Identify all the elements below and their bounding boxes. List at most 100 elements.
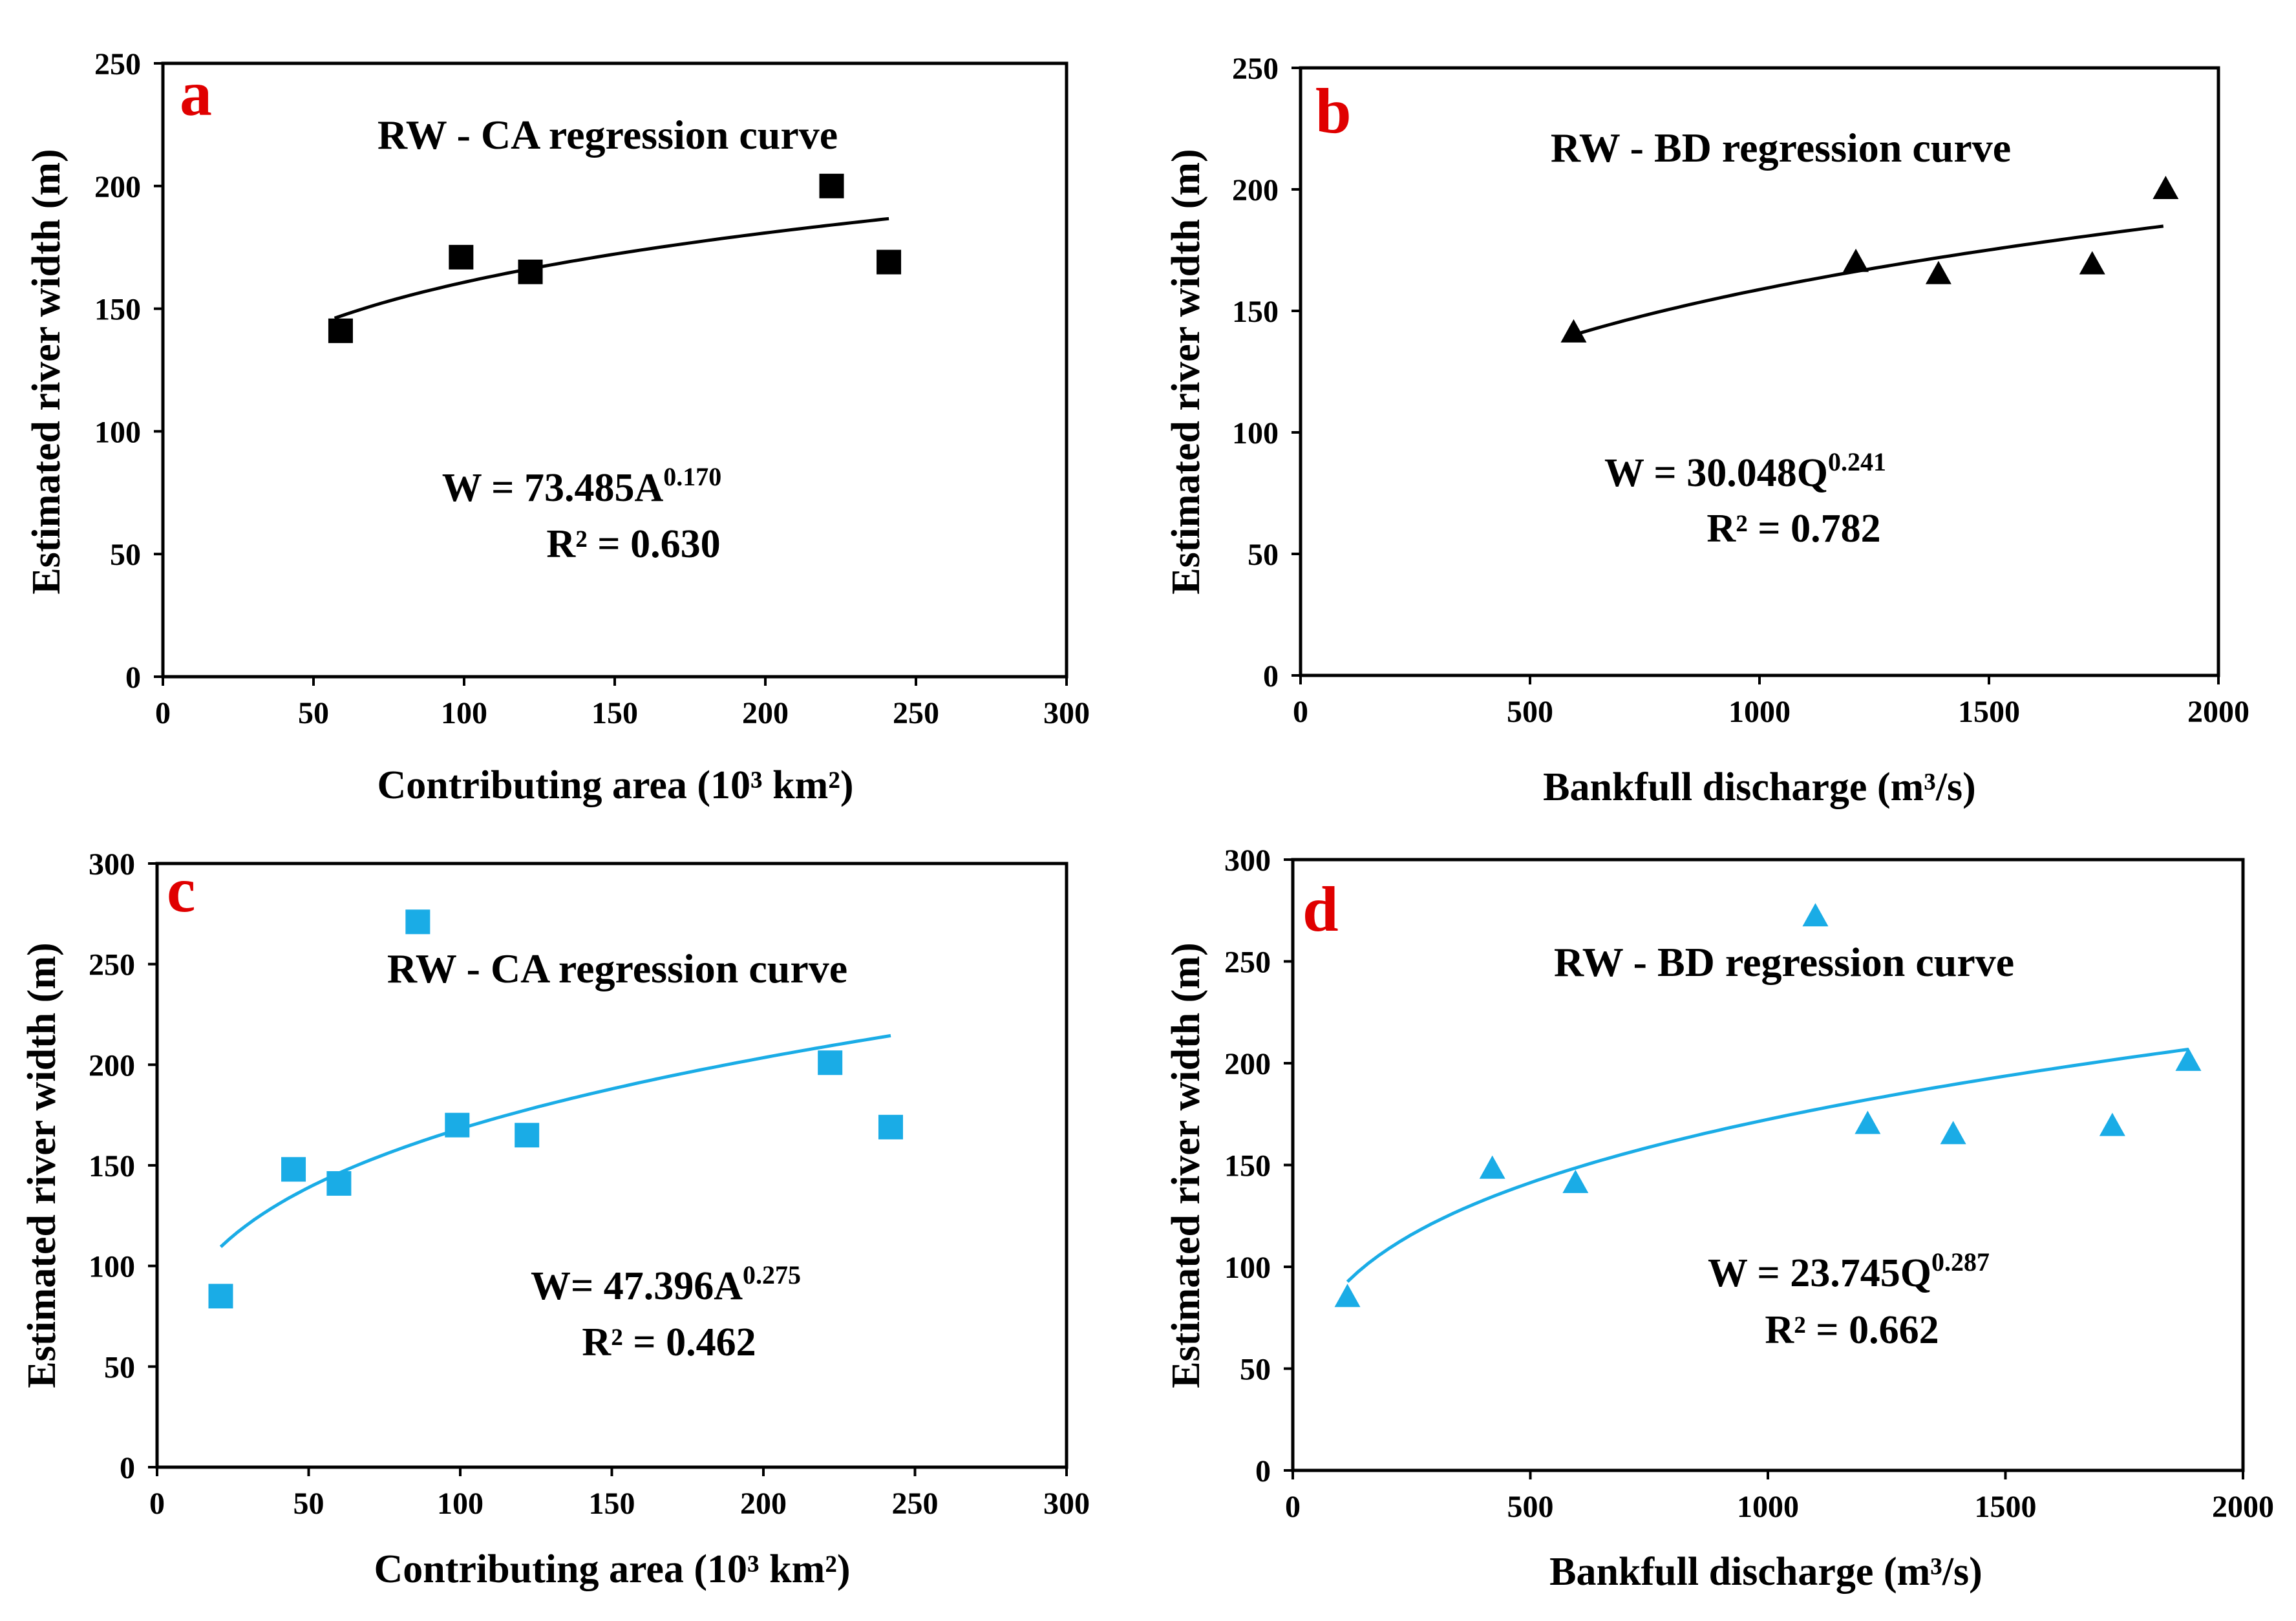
- y-tick-label: 250: [1232, 52, 1279, 86]
- y-axis-label: Estimated river width (m): [1164, 942, 1208, 1388]
- y-tick-label: 150: [1232, 295, 1279, 329]
- r-squared: R² = 0.630: [546, 522, 720, 566]
- data-point: [515, 1123, 540, 1148]
- equation-exponent: 0.275: [743, 1260, 801, 1289]
- panel-letter: c: [167, 854, 195, 926]
- y-axis-label: Estimated river width (m): [25, 149, 69, 594]
- x-tick-label: 0: [1285, 1490, 1301, 1524]
- regression-equation: W= 47.396A0.275: [531, 1260, 801, 1308]
- data-point: [1479, 1155, 1505, 1179]
- y-tick-label: 200: [1232, 173, 1279, 207]
- panel-letter: d: [1302, 873, 1339, 945]
- data-point: [2175, 1047, 2202, 1071]
- x-tick-label: 0: [149, 1487, 165, 1521]
- data-point: [2152, 176, 2179, 199]
- panel-letter: a: [180, 58, 212, 129]
- data-point: [1843, 248, 1869, 272]
- x-tick-label: 500: [1507, 1490, 1554, 1524]
- panel-b: 0 500 1000 1500 2000 0 50 100 150 200 250 Bankfull …: [1164, 52, 2249, 809]
- y-tick-label: 250: [94, 47, 141, 81]
- equation-base: W = 23.745Q: [1708, 1251, 1931, 1295]
- data-point: [1925, 260, 1951, 284]
- y-tick-label: 50: [1248, 538, 1279, 572]
- data-point: [1855, 1110, 1881, 1134]
- x-tick-label: 100: [441, 696, 487, 730]
- x-tick-label: 200: [742, 696, 789, 730]
- y-tick-label: 100: [94, 415, 141, 449]
- equation-base: W = 30.048Q: [1604, 451, 1828, 495]
- data-point: [328, 318, 353, 343]
- y-tick-label: 300: [1224, 843, 1271, 878]
- y-tick-label: 100: [1232, 416, 1279, 450]
- x-tick-label: 2000: [2187, 695, 2249, 729]
- x-tick-label: 150: [591, 696, 638, 730]
- x-tick-label: 150: [589, 1487, 635, 1521]
- x-axis-label: Bankfull discharge (m³/s): [1549, 1550, 1982, 1594]
- x-tick-label: 0: [1293, 695, 1308, 729]
- data-point: [2099, 1112, 2125, 1136]
- x-axis-label: Bankfull discharge (m³/s): [1543, 765, 1976, 809]
- data-point: [326, 1171, 352, 1196]
- y-tick-label: 0: [120, 1451, 135, 1485]
- x-tick-label: 300: [1043, 696, 1090, 730]
- y-tick-label: 100: [1224, 1251, 1271, 1285]
- chart-title: RW - BD regression curve: [1551, 125, 2011, 171]
- x-axis-label: Contributing area (10³ km²): [377, 763, 854, 807]
- data-point: [1940, 1121, 1966, 1145]
- y-tick-label: 200: [89, 1048, 135, 1083]
- y-tick-label: 0: [1263, 659, 1279, 694]
- y-axis-label: Estimated river width (m): [20, 942, 64, 1388]
- y-tick-label: 250: [1224, 946, 1271, 980]
- y-tick-label: 0: [125, 661, 141, 695]
- y-axis-label: Estimated river width (m): [1164, 149, 1208, 594]
- y-tick-label: 100: [89, 1250, 135, 1284]
- y-tick-label: 150: [94, 293, 141, 327]
- equation-exponent: 0.241: [1828, 447, 1886, 476]
- x-tick-label: 500: [1507, 695, 1553, 729]
- x-axis-label: Contributing area (10³ km²): [374, 1547, 851, 1591]
- y-tick-label: 200: [94, 170, 141, 204]
- data-point: [819, 173, 844, 198]
- x-tick-label: 1000: [1737, 1490, 1799, 1524]
- data-point: [449, 244, 474, 270]
- r-squared: R² = 0.662: [1765, 1308, 1939, 1352]
- x-tick-label: 50: [293, 1487, 324, 1521]
- data-point: [405, 909, 430, 935]
- y-tick-label: 0: [1255, 1454, 1271, 1489]
- data-point: [1802, 903, 1829, 927]
- x-tick-label: 250: [893, 696, 939, 730]
- data-point: [518, 259, 543, 284]
- chart-title: RW - CA regression curve: [377, 112, 838, 158]
- data-point: [281, 1157, 306, 1182]
- equation-base: W= 47.396A: [531, 1264, 743, 1308]
- y-tick-label: 250: [89, 948, 135, 982]
- regression-curve: [219, 1033, 891, 1248]
- x-tick-label: 50: [298, 696, 329, 730]
- panel-letter: b: [1315, 75, 1352, 147]
- x-tick-label: 1500: [1958, 695, 2020, 729]
- panel-a: 0 50 100 150 200 250 300 0 50 100 150 200 250 Contrib…: [25, 47, 1090, 807]
- regression-equation: W = 30.048Q0.241: [1604, 447, 1886, 495]
- x-tick-label: 2000: [2212, 1490, 2274, 1524]
- data-point: [877, 249, 902, 275]
- regression-equation: W = 73.485A0.170: [442, 462, 721, 510]
- y-tick-label: 200: [1224, 1047, 1271, 1081]
- r-squared: R² = 0.462: [582, 1320, 756, 1364]
- y-tick-label: 50: [110, 538, 141, 572]
- x-tick-label: 200: [740, 1487, 787, 1521]
- y-tick-label: 150: [89, 1149, 135, 1183]
- y-tick-label: 300: [89, 847, 135, 882]
- panel-c: 0 50 100 150 200 250 300 0 50 100 150 200 250 300 Cont…: [20, 847, 1090, 1591]
- data-point: [208, 1284, 233, 1309]
- chart-title: RW - BD regression curve: [1554, 939, 2014, 985]
- data-point: [1560, 319, 1587, 343]
- data-point: [878, 1114, 903, 1139]
- regression-curve: [1346, 1048, 2189, 1283]
- panel-d: 0 500 1000 1500 2000 0 50 100 150 200 250 300 Bankfu…: [1164, 843, 2274, 1594]
- y-tick-label: 150: [1224, 1149, 1271, 1183]
- x-tick-label: 250: [892, 1487, 939, 1521]
- data-point: [445, 1112, 470, 1138]
- x-tick-label: 300: [1043, 1487, 1090, 1521]
- x-tick-label: 100: [437, 1487, 484, 1521]
